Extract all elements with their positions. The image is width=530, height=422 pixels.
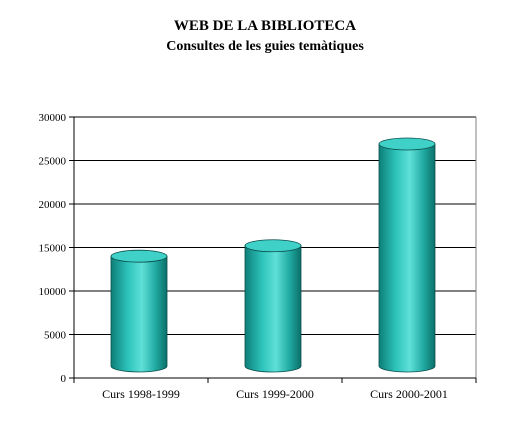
bar xyxy=(378,137,436,373)
chart-title: WEB DE LA BIBLIOTECA xyxy=(173,18,357,34)
x-tick-label: Curs 1999-2000 xyxy=(236,387,314,401)
bar-top xyxy=(378,137,436,151)
y-tick-label: 5000 xyxy=(44,330,67,342)
y-tick-label: 15000 xyxy=(39,243,67,255)
y-tick-label: 10000 xyxy=(39,286,67,298)
bar-body xyxy=(110,255,168,373)
y-tick-label: 0 xyxy=(61,373,67,385)
x-tick-label: Curs 1998-1999 xyxy=(102,387,180,401)
y-tick-label: 20000 xyxy=(39,199,67,211)
bar-body xyxy=(378,143,436,373)
y-tick-label: 25000 xyxy=(39,156,67,168)
chart-subtitle: Consultes de les guies temàtiques xyxy=(166,39,364,54)
bar-top xyxy=(110,249,168,263)
bar-body xyxy=(244,245,302,373)
y-tick-label: 30000 xyxy=(39,112,67,124)
x-tick-label: Curs 2000-2001 xyxy=(370,387,448,401)
bar xyxy=(110,249,168,373)
bar-top xyxy=(244,239,302,253)
bar xyxy=(244,239,302,373)
